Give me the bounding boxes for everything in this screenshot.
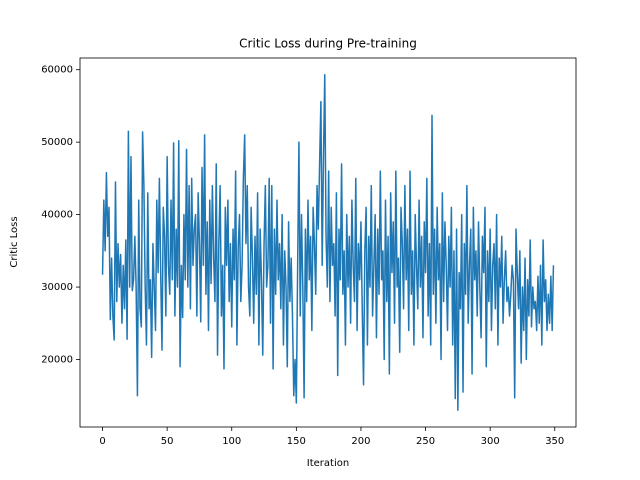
x-tick-label: 350 [545, 436, 564, 447]
y-tick-label: 20000 [41, 355, 73, 366]
x-tick-label: 250 [416, 436, 435, 447]
y-tick-label: 50000 [41, 137, 73, 148]
line-series [101, 74, 555, 411]
plot-frame [79, 57, 577, 428]
x-tick-label: 300 [481, 436, 500, 447]
x-tick-label: 200 [351, 436, 370, 447]
y-axis-label: Critic Loss [9, 216, 20, 267]
x-axis-label: Iteration [307, 458, 349, 469]
y-tick-label: 60000 [41, 65, 73, 76]
chart-title: Critic Loss during Pre-training [239, 37, 417, 51]
x-tick-label: 100 [222, 436, 241, 447]
y-tick-label: 30000 [41, 282, 73, 293]
y-tick-label: 40000 [41, 210, 73, 221]
x-tick-label: 50 [161, 436, 174, 447]
x-tick-label: 0 [99, 436, 105, 447]
x-tick-label: 150 [287, 436, 306, 447]
